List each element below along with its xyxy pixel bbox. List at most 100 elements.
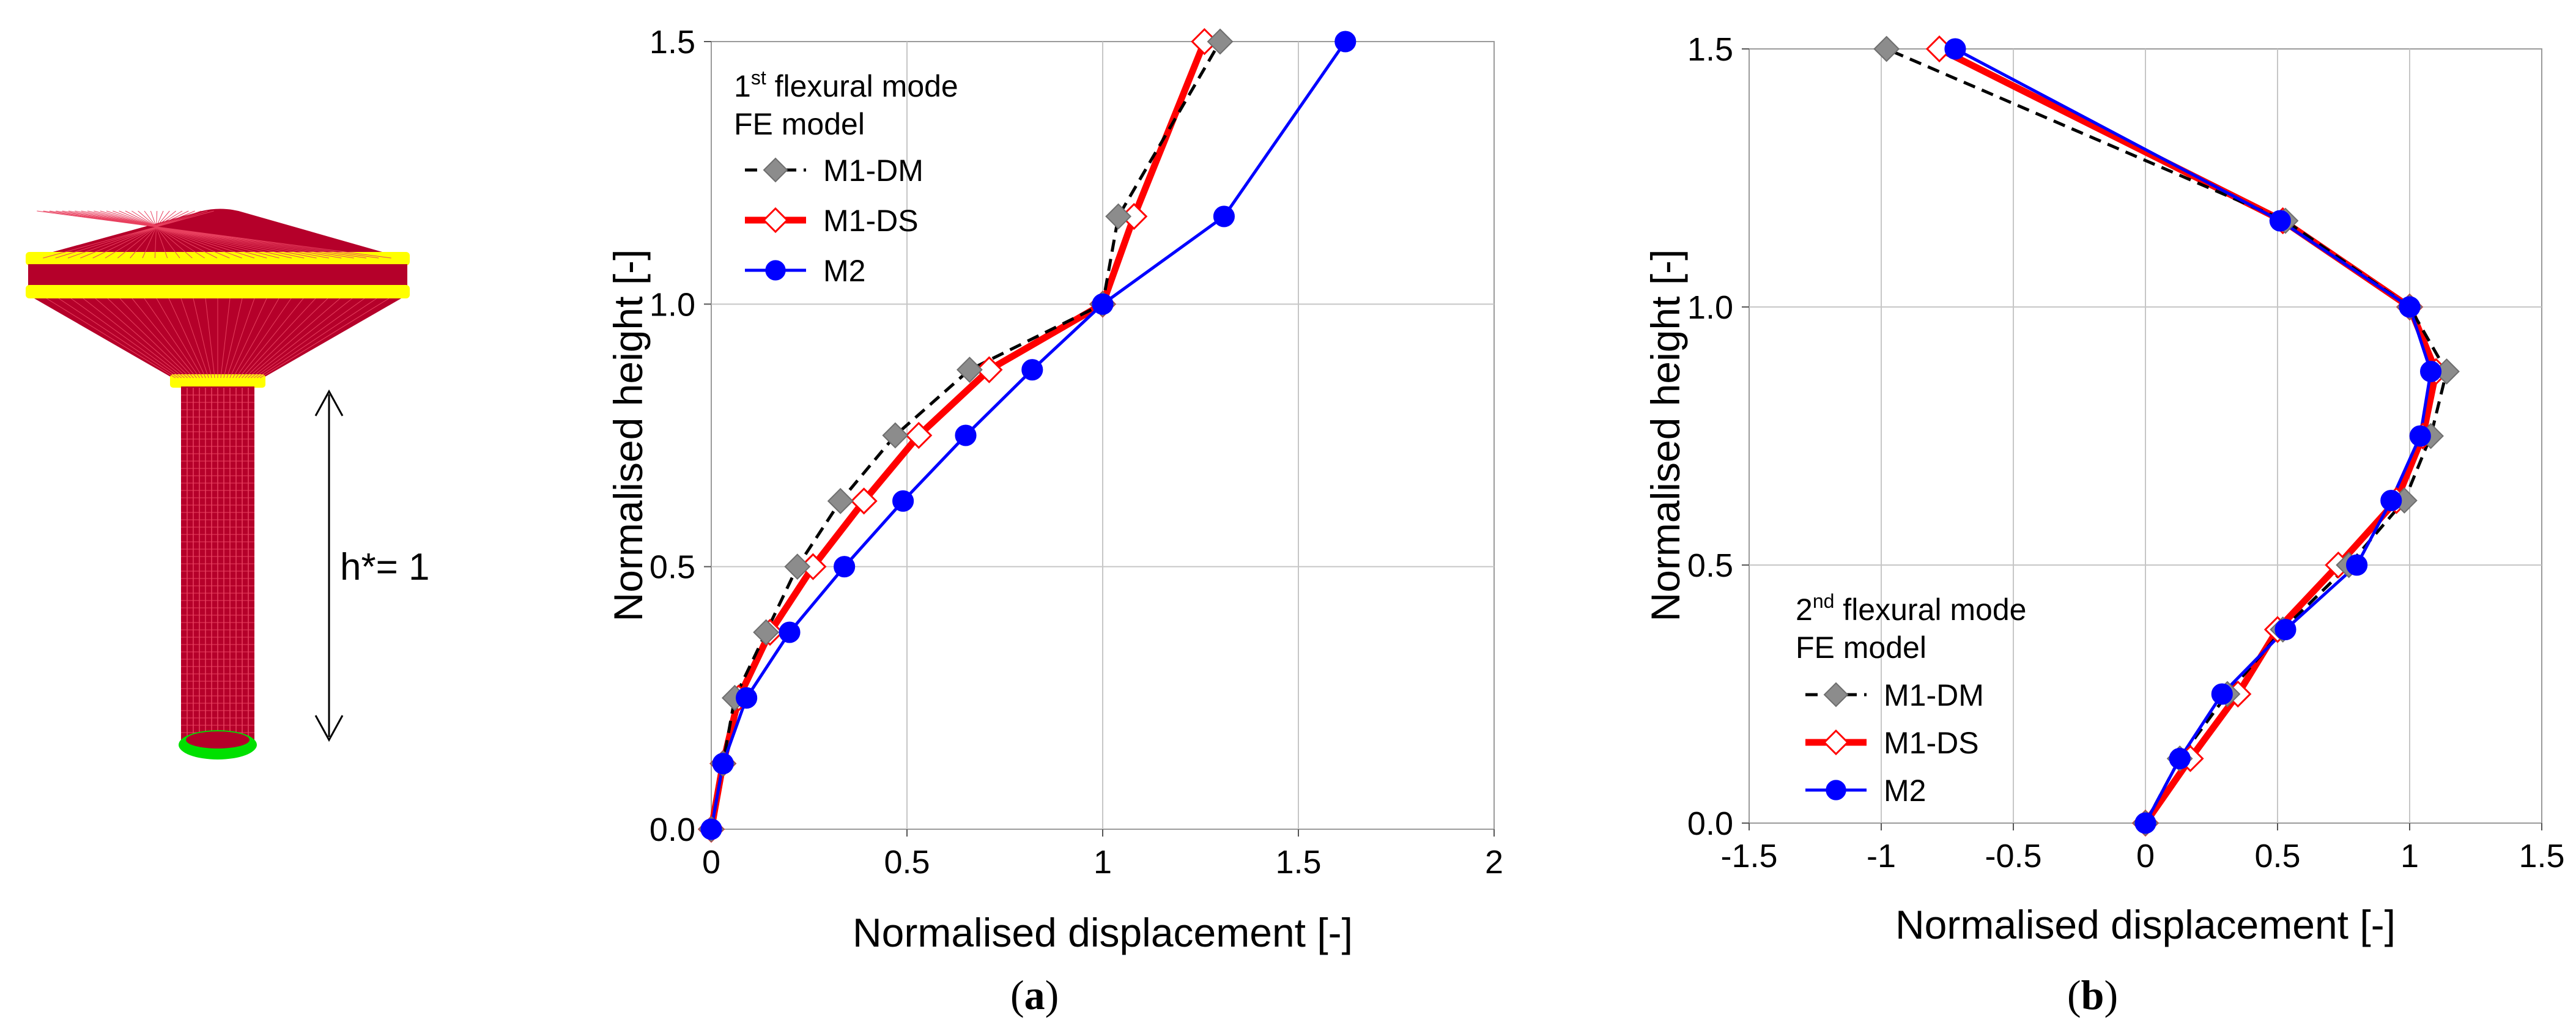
mesh-line: [223, 298, 243, 379]
data-point: [1334, 31, 1356, 53]
mesh-line: [142, 210, 164, 259]
mesh-line: [156, 298, 203, 379]
legend-label: M1-DM: [1884, 678, 1984, 712]
data-point: [779, 621, 801, 643]
legend-label: M1-DM: [823, 153, 923, 188]
mesh-line: [67, 210, 202, 259]
mesh-line: [92, 210, 189, 259]
legend-label: M1-DS: [823, 204, 919, 238]
data-point: [1207, 28, 1234, 55]
data-point: [905, 421, 933, 449]
data-point: [975, 356, 1003, 383]
tower-shaft-mesh: [181, 388, 254, 740]
x-tick-label: -0.5: [1985, 838, 2041, 874]
data-point: [834, 556, 856, 578]
data-point: [712, 753, 734, 775]
x-tick-label: 1: [1094, 844, 1112, 881]
panel-paren-open: (: [2067, 972, 2081, 1018]
y-tick-label: 1.0: [1687, 289, 1733, 326]
x-tick-label: 2: [1485, 844, 1503, 881]
mesh-line: [130, 210, 170, 259]
mesh-line: [229, 298, 267, 379]
mesh-line: [119, 298, 194, 379]
mesh-line: [83, 298, 185, 379]
series-markers: [1873, 35, 2460, 837]
mesh-line: [248, 298, 341, 379]
legend-item-m1-dm: M1-DM: [745, 153, 923, 188]
mesh-line: [125, 210, 218, 259]
x-tick-label: 1.5: [2519, 838, 2564, 874]
chart-panel-b: -1.5 -1 -0.5 0 0.5 1 1.5 0.0 0.5 1.0 1.5 Normalise…: [1643, 31, 2565, 1018]
mesh-line: [235, 298, 292, 379]
data-point: [2420, 360, 2442, 383]
mesh-line: [259, 298, 390, 379]
mesh-line: [70, 298, 182, 379]
legend-title-rest: flexural mode: [1834, 593, 2026, 627]
mesh-line: [100, 210, 267, 259]
axis-ticks: 0 0.5 1 1.5 2 0.0 0.5 1.0 1.5: [650, 24, 1503, 881]
data-point: [2399, 296, 2421, 318]
legend-item-m1-ds: M1-DS: [745, 204, 919, 238]
legend-item-m1-dm: M1-DM: [1805, 678, 1984, 712]
panel-paren-close: ): [2104, 972, 2118, 1018]
mesh-line: [113, 210, 242, 259]
data-point: [1823, 682, 1849, 708]
x-tick-label: 0.5: [884, 844, 930, 881]
series-markers: [697, 28, 1356, 843]
tower-roof: [31, 209, 404, 258]
legend: 1st flexural mode FE model M1-DM M1-DS M2: [734, 67, 958, 288]
x-tick-label: -1.5: [1720, 838, 1777, 874]
chart-panel-a: 0 0.5 1 1.5 2 0.0 0.5 1.0 1.5 Normalised displac…: [605, 24, 1503, 1018]
data-point: [1105, 203, 1132, 230]
legend-entries: M1-DM M1-DS M2: [745, 153, 923, 288]
data-point: [1873, 35, 1900, 62]
height-dimension: h*= 1: [314, 389, 430, 742]
mesh-line: [75, 210, 317, 259]
legend-title-sup: st: [751, 67, 766, 89]
mesh-line: [58, 298, 179, 379]
x-tick-label: -1: [1867, 838, 1896, 874]
data-point: [1092, 293, 1114, 315]
y-tick-label: 1.5: [1687, 31, 1733, 68]
mesh-line: [37, 210, 391, 259]
mesh-line: [144, 298, 200, 379]
panel-label-b: (b): [2067, 972, 2118, 1018]
data-point: [955, 424, 977, 446]
data-point: [736, 687, 758, 709]
mesh-line: [107, 298, 191, 379]
mesh-line: [68, 210, 330, 259]
tower-shaft-ring: [170, 374, 265, 388]
mesh-line: [95, 298, 188, 379]
data-point: [753, 619, 780, 646]
mesh-line: [80, 210, 195, 259]
x-axis-label: Normalised displacement [-]: [1895, 902, 2396, 947]
panel-label-a: (a): [1010, 972, 1059, 1018]
mesh-line: [168, 298, 206, 379]
y-axis-label: Normalised height [-]: [1643, 249, 1688, 622]
y-tick-label: 0.5: [650, 549, 695, 586]
data-point: [850, 487, 878, 515]
data-point: [1944, 38, 1966, 60]
mesh-line: [55, 210, 208, 259]
mesh-line: [94, 210, 279, 259]
series-markers-m1-dm: [1873, 35, 2460, 837]
legend-label: M2: [823, 254, 865, 288]
x-tick-label: 1.5: [1275, 844, 1321, 881]
y-tick-label: 1.5: [650, 24, 695, 61]
y-axis-label: Normalised height [-]: [605, 249, 651, 622]
legend-title: 1st flexural mode: [734, 67, 958, 103]
mesh-line: [232, 298, 279, 379]
data-point: [892, 490, 914, 512]
legend-subtitle: FE model: [1796, 630, 1926, 665]
mesh-line: [106, 210, 255, 259]
mesh-line: [242, 298, 316, 379]
legend-entries: M1-DM M1-DS M2: [1805, 678, 1984, 808]
legend-item-m1-ds: M1-DS: [1805, 726, 1979, 760]
data-point: [2169, 747, 2191, 770]
panel-paren-open: (: [1010, 972, 1024, 1018]
arrow-up-icon: [314, 389, 344, 416]
mesh-line: [87, 210, 292, 259]
water-tower-model: [26, 209, 410, 759]
legend-title-ordinal: 1: [734, 69, 751, 103]
